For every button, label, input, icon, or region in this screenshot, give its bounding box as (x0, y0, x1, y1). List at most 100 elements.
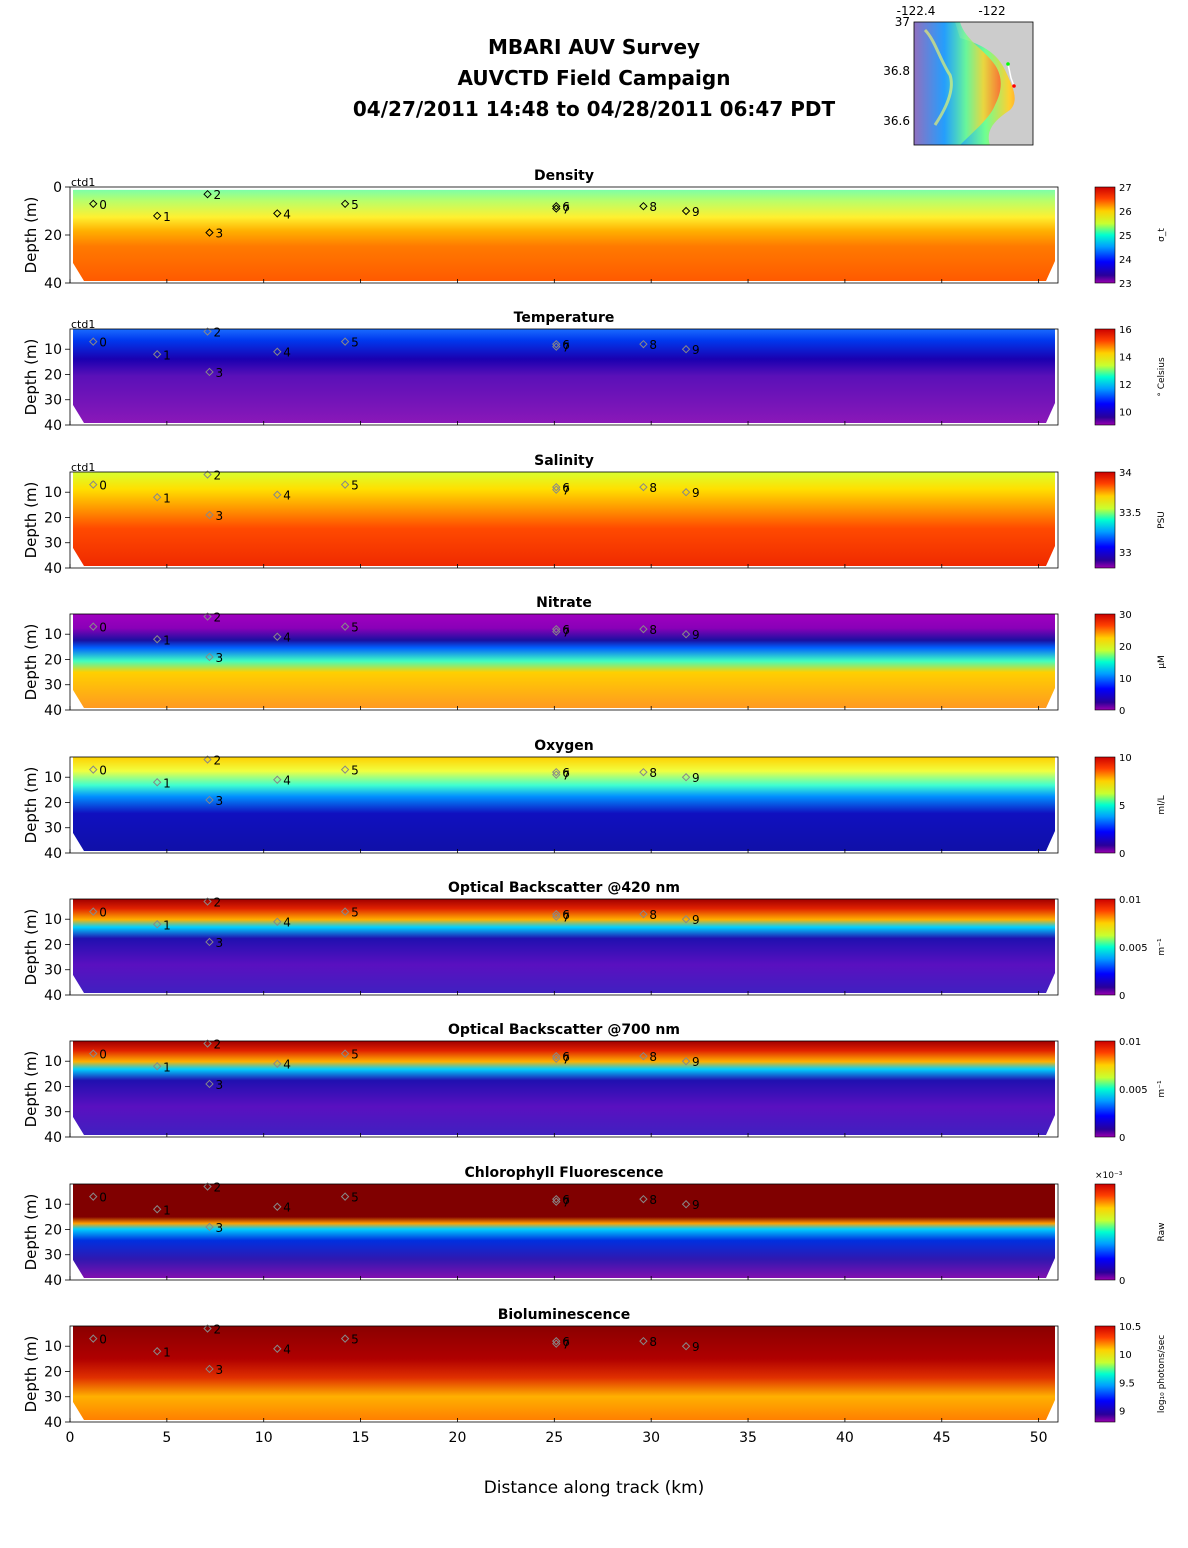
colorbar-unit-label: m⁻¹ (1157, 938, 1167, 956)
colorbar (1094, 1183, 1116, 1281)
station-label-9: 9 (692, 205, 700, 219)
station-label-4: 4 (283, 774, 291, 788)
axes-frame (69, 756, 1059, 854)
station-marker-5 (340, 622, 350, 631)
colorbar-tick-label: 16 (1119, 325, 1132, 336)
y-axis-label: Depth (m) (22, 624, 40, 701)
station-label-7: 7 (562, 769, 570, 783)
station-label-0: 0 (99, 479, 107, 493)
axes-frame (69, 471, 1059, 569)
heatmap-field (73, 899, 1055, 993)
station-label-0: 0 (99, 906, 107, 920)
station-label-3: 3 (215, 794, 223, 808)
station-label-7: 7 (562, 484, 570, 498)
station-label-4: 4 (283, 489, 291, 503)
station-label-2: 2 (214, 1323, 222, 1337)
heatmap-field (73, 614, 1055, 708)
y-tick-label: 20 (44, 1364, 62, 1380)
x-axis-label: Distance along track (km) (484, 1478, 705, 1498)
y-axis-label: Depth (m) (22, 1194, 40, 1271)
station-label-8: 8 (649, 481, 657, 495)
colorbar-unit-label: log₁₀ photons/sec (1157, 1335, 1167, 1413)
colorbar-unit-label: PSU (1157, 511, 1167, 529)
station-label-9: 9 (692, 1198, 700, 1212)
station-marker-3 (205, 937, 214, 947)
station-marker-1 (152, 1347, 162, 1356)
colorbar-tick-label: 10 (1119, 753, 1132, 764)
colorbar-unit-label: μM (1157, 655, 1167, 669)
x-tick-label: 35 (739, 1430, 757, 1446)
colorbar-unit-label: ml/L (1157, 795, 1167, 814)
colorbar (1094, 1325, 1116, 1423)
station-marker-0 (89, 622, 98, 631)
station-label-1: 1 (163, 918, 171, 932)
heatmap-field (73, 757, 1055, 851)
station-label-1: 1 (163, 1060, 171, 1074)
x-tick-label: 10 (255, 1430, 273, 1446)
station-label-2: 2 (214, 1181, 222, 1195)
station-label-4: 4 (283, 207, 291, 221)
colorbar-tick-label: 25 (1119, 231, 1132, 242)
station-marker-4 (273, 1202, 282, 1211)
station-marker-7 (552, 912, 561, 921)
y-tick-label: 10 (44, 912, 62, 928)
station-marker-5 (340, 337, 350, 346)
station-marker-8 (639, 339, 648, 349)
axes-frame (69, 1183, 1059, 1281)
station-marker-3 (205, 795, 214, 805)
station-marker-0 (89, 765, 98, 774)
heatmap-field (73, 1326, 1055, 1420)
station-marker-1 (152, 350, 162, 359)
colorbar-tick-label: 20 (1119, 642, 1132, 653)
station-label-4: 4 (283, 1343, 291, 1357)
inset-map-track-start (1006, 62, 1010, 66)
station-label-4: 4 (283, 1201, 291, 1215)
station-label-9: 9 (692, 486, 700, 500)
station-label-5: 5 (351, 1048, 359, 1062)
station-label-8: 8 (649, 1193, 657, 1207)
colorbar-tick-label: 26 (1119, 207, 1132, 218)
station-label-3: 3 (215, 651, 223, 665)
colorbar-tick-label: 5 (1119, 801, 1125, 812)
station-marker-6 (552, 767, 561, 777)
axes-frame (69, 898, 1059, 996)
y-tick-label: 0 (53, 180, 62, 196)
station-label-9: 9 (692, 913, 700, 927)
station-marker-8 (639, 1051, 648, 1061)
colorbar-tick-label: 34 (1119, 468, 1132, 479)
station-marker-0 (89, 1334, 98, 1343)
station-marker-3 (205, 1079, 214, 1089)
station-label-3: 3 (215, 509, 223, 523)
station-marker-1 (152, 211, 162, 221)
colorbar-tick-label: 0.005 (1119, 1085, 1148, 1096)
inset-lon-tick-1: -122.4 (897, 4, 936, 18)
y-tick-label: 30 (44, 821, 62, 837)
station-label-5: 5 (351, 198, 359, 212)
station-marker-1 (152, 778, 162, 787)
station-marker-4 (273, 775, 282, 784)
station-marker-9 (681, 206, 691, 216)
station-marker-6 (552, 339, 561, 349)
panel-title: Bioluminescence (498, 1307, 631, 1323)
y-tick-label: 20 (44, 367, 62, 383)
colorbar-tick-label: 0 (1119, 849, 1125, 860)
ctd-label: ctd1 (71, 461, 95, 474)
panel-optical-backscatter-700-nm: Optical Backscatter @700 nm 0 1 2 3 4 5 67 8 9 10 2… (22, 1022, 1167, 1146)
y-axis-label: Depth (m) (22, 1336, 40, 1413)
inset-map: -122.4 -122 37 36.8 36.6 (883, 4, 1034, 146)
station-marker-5 (340, 1334, 350, 1343)
y-axis-label: Depth (m) (22, 339, 40, 416)
station-label-7: 7 (562, 1053, 570, 1067)
station-marker-8 (639, 624, 648, 634)
y-tick-label: 20 (44, 937, 62, 953)
station-marker-0 (89, 907, 98, 916)
station-marker-4 (273, 1344, 282, 1353)
station-marker-8 (639, 767, 648, 777)
y-tick-label: 20 (44, 510, 62, 526)
x-tick-label: 20 (449, 1430, 467, 1446)
station-marker-7 (552, 1339, 561, 1348)
colorbar-tick-label: 10 (1119, 407, 1132, 418)
station-label-6: 6 (562, 766, 570, 780)
inset-lon-tick-2: -122 (978, 4, 1005, 18)
